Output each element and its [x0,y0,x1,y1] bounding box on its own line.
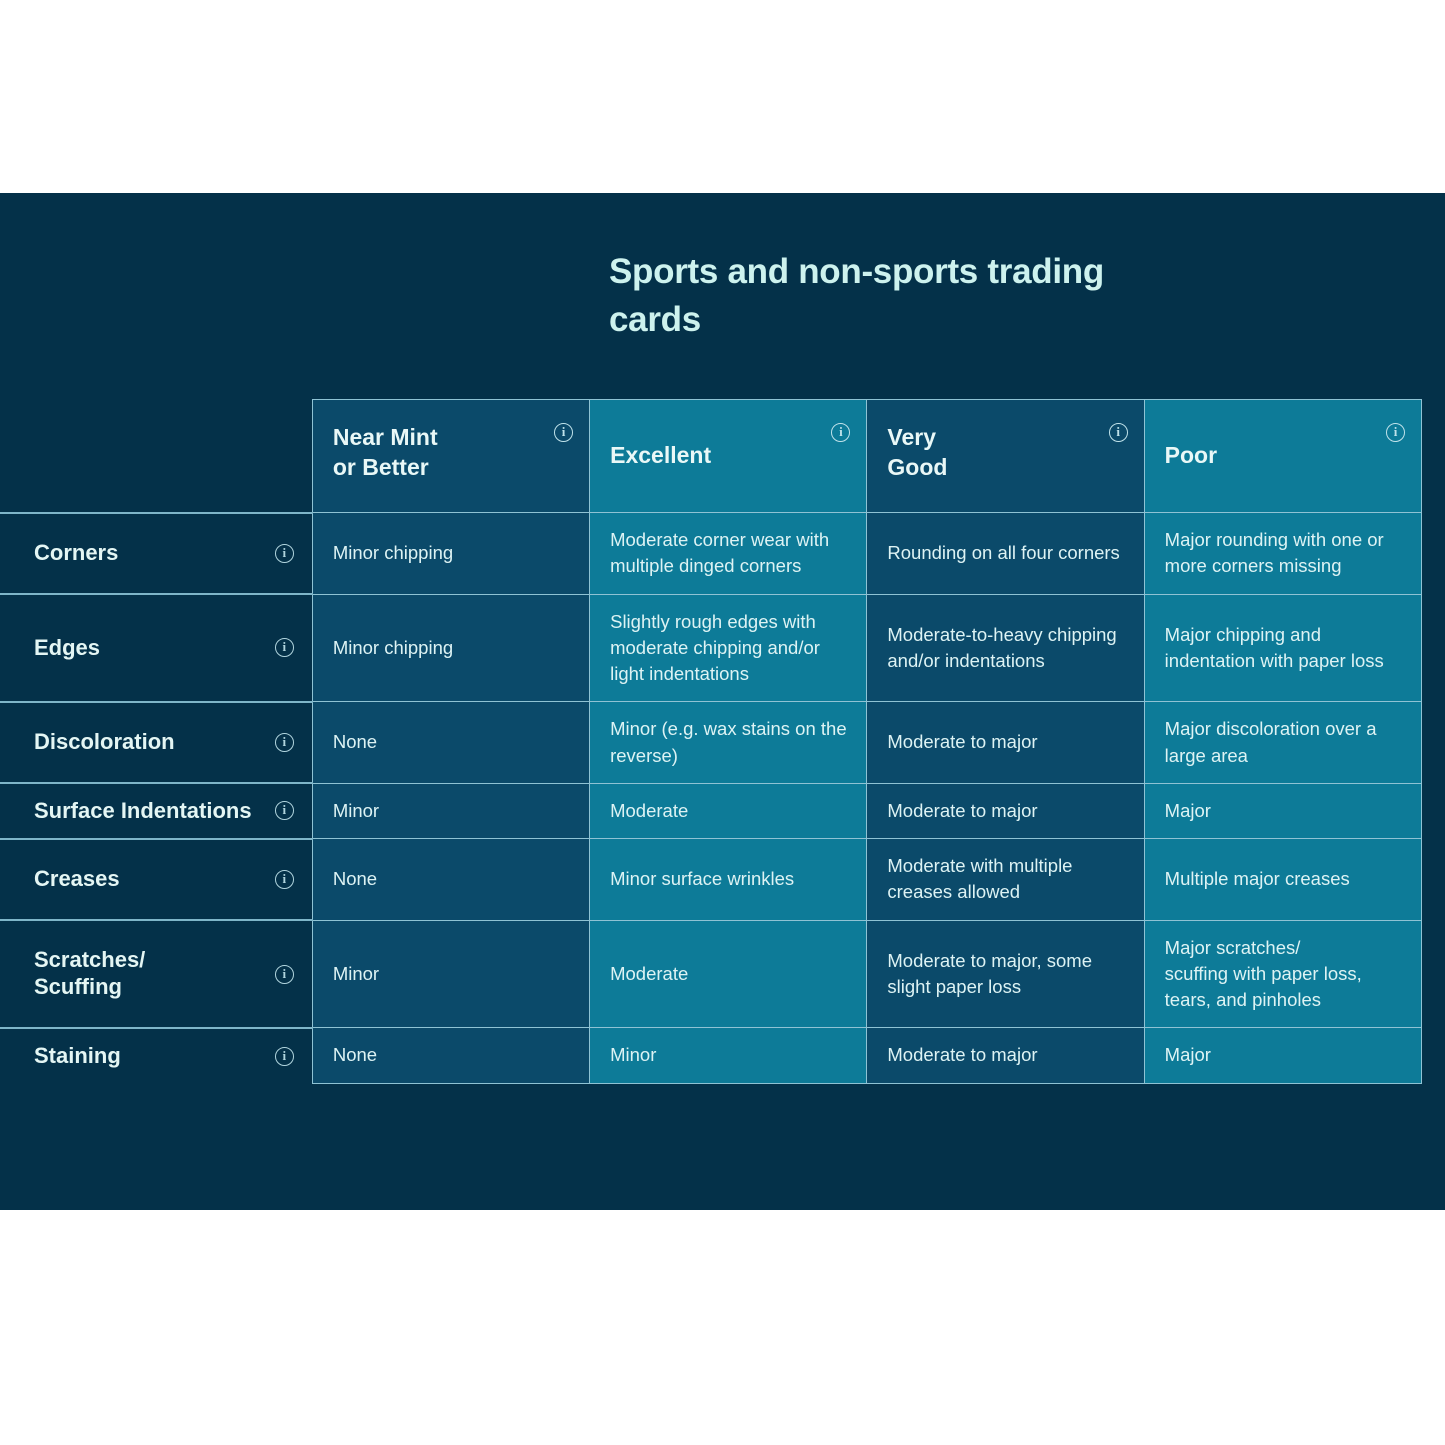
table-cell: Minor [311,919,591,1029]
row-header-label: Corners [34,539,119,565]
table-cell: Major discoloration over a large area [1143,701,1423,784]
column-header-1: Near Mint or Better i [311,399,591,513]
column-header-4: Poor i [1143,399,1423,513]
table-cell: Minor [311,782,591,840]
table-cell: Minor [589,1027,868,1084]
table-cell: Major [1143,1027,1423,1084]
row-header-corners: Corners i [0,511,313,595]
table-cell: Moderate to major [866,782,1145,840]
table-row: Scratches/ Scuffing i Minor Moderate Moderat… [0,919,1423,1029]
table-cell: Major [1143,782,1423,840]
table-row: Discoloration i None Minor (e.g. wax stains… [0,700,1423,784]
table-header-row: Near Mint or Better i Excellent i Very Good i… [0,399,1423,513]
table-cell: Major chipping and indentation with pape… [1143,593,1423,703]
table-cell: Minor (e.g. wax stains on the reverse) [589,701,868,784]
table-row: Staining i None Minor Moderate to major Major [0,1026,1423,1084]
table-cell: Moderate with multiple creases allowed [866,838,1145,921]
row-header-edges: Edges i [0,593,313,702]
table-cell: Major scratches/ scuffing with paper los… [1143,919,1423,1029]
condition-grading-panel: Sports and non-sports trading cards Near… [0,193,1445,1210]
row-header-label: Discoloration [34,729,175,755]
column-header-label: Very Good [887,424,948,480]
table-cell: Minor chipping [311,512,591,595]
info-icon[interactable]: i [274,543,294,563]
row-header-label: Edges [34,634,101,660]
table-cell: Rounding on all four corners [866,512,1145,595]
table-cell: None [311,701,591,784]
column-header-2: Excellent i [589,399,868,513]
info-icon[interactable]: i [274,869,294,889]
row-header-discoloration: Discoloration i [0,700,313,784]
info-icon[interactable]: i [274,964,294,984]
info-icon[interactable]: i [831,423,851,442]
table-cell: Moderate to major [866,1027,1145,1084]
page-title: Sports and non-sports trading cards [609,252,1104,339]
column-header-label: Poor [1164,442,1218,469]
table-cell: Minor chipping [311,593,591,703]
grading-matrix: Near Mint or Better i Excellent i Very Good i… [0,399,1429,1189]
column-header-label: Excellent [610,442,712,469]
grading-table: Near Mint or Better i Excellent i Very Good i… [0,399,1423,1084]
table-cell: Multiple major creases [1143,838,1423,921]
table-cell: Minor surface wrinkles [589,838,868,921]
row-header-label: Creases [34,865,120,891]
table-cell: Moderate to major [866,701,1145,784]
info-icon[interactable]: i [1386,423,1405,442]
row-header-label: Surface Indentations [34,797,252,823]
table-cell: None [311,1027,591,1084]
row-header-creases: Creases i [0,837,313,921]
table-cell: Moderate corner wear with multiple dinge… [589,512,868,595]
row-header-staining: Staining i [0,1026,313,1084]
table-row: Creases i None Minor surface wrinkles Modera… [0,837,1423,921]
info-icon[interactable]: i [1108,423,1128,442]
column-header-3: Very Good i [866,399,1145,513]
table-cell: Slightly rough edges with moderate chipp… [589,593,868,703]
table-corner-cell [0,400,312,513]
table-cell: Moderate [589,782,868,840]
table-cell: Moderate [589,919,868,1029]
table-cell: None [311,838,591,921]
table-cell: Major rounding with one or more corners … [1143,512,1423,595]
table-cell: Moderate-to-heavy chipping and/or indent… [866,593,1145,703]
table-row: Edges i Minor chipping Slightly rough edges… [0,593,1423,703]
info-icon[interactable]: i [274,733,294,753]
table-row: Corners i Minor chipping Moderate corner we… [0,511,1423,595]
info-icon[interactable]: i [274,801,294,821]
row-header-scratches-scuffing: Scratches/ Scuffing i [0,919,313,1028]
info-icon[interactable]: i [274,638,294,658]
row-header-label: Staining [34,1042,121,1068]
row-header-label: Scratches/ Scuffing [34,947,146,1000]
row-header-surface-indentations: Surface Indentations i [0,782,313,839]
table-cell: Moderate to major, some slight paper los… [866,919,1145,1029]
table-row: Surface Indentations i Minor Moderate Modera… [0,782,1423,840]
column-header-label: Near Mint or Better [332,424,438,480]
info-icon[interactable]: i [554,423,574,442]
info-icon[interactable]: i [274,1046,294,1066]
